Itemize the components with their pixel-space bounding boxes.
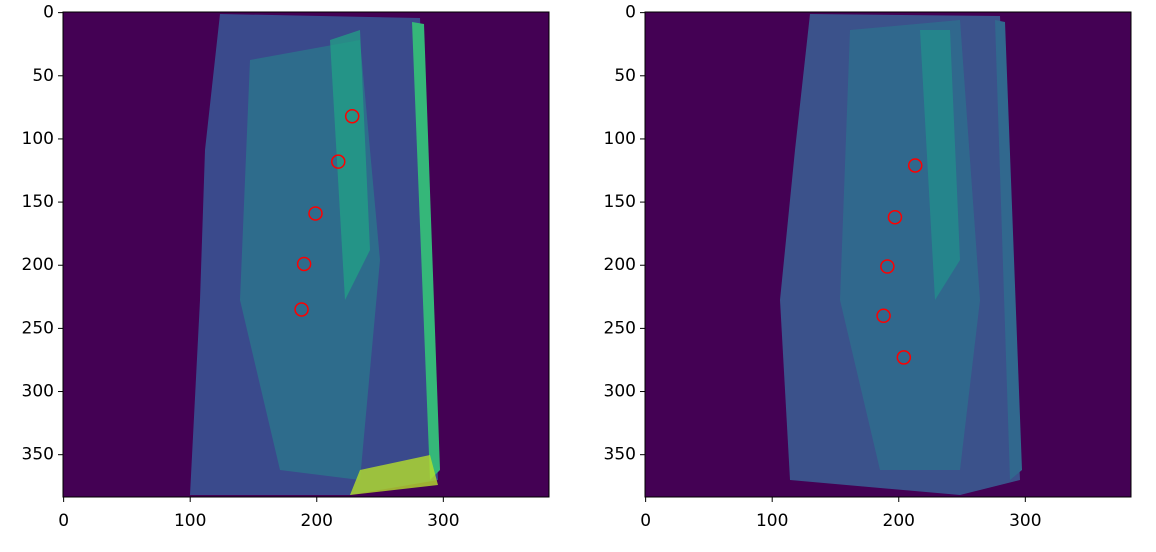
point xyxy=(296,256,312,272)
y-tick-label: 200 xyxy=(604,255,636,275)
x-tick-label: 100 xyxy=(756,511,788,531)
y-tick-label: 250 xyxy=(604,318,636,338)
axes-frame xyxy=(644,11,1132,498)
y-tick-label: 250 xyxy=(22,318,54,338)
y-tick-label: 300 xyxy=(22,382,54,402)
y-tick-label: 50 xyxy=(614,66,636,86)
x-tick-label: 100 xyxy=(174,511,206,531)
point xyxy=(308,206,323,221)
y-tick-label: 350 xyxy=(22,445,54,465)
x-tick-label: 300 xyxy=(1009,511,1041,531)
point xyxy=(896,350,912,365)
x-tick-label: 0 xyxy=(640,511,651,531)
y-tick-label: 0 xyxy=(625,3,636,23)
mri-image-right xyxy=(645,12,1131,497)
y-tick-label: 200 xyxy=(22,255,54,275)
y-tick-label: 300 xyxy=(604,382,636,402)
point xyxy=(294,302,309,317)
x-tick-label: 300 xyxy=(427,511,459,531)
mri-image-left xyxy=(63,12,549,497)
y-tick-label: 100 xyxy=(604,129,636,149)
axes-frame xyxy=(62,11,550,498)
x-tick-label: 200 xyxy=(883,511,915,531)
y-tick-label: 150 xyxy=(22,192,54,212)
point xyxy=(331,154,346,169)
y-tick-label: 0 xyxy=(43,3,54,23)
y-tick-label: 50 xyxy=(32,66,54,86)
y-tick-label: 100 xyxy=(22,129,54,149)
point xyxy=(880,259,895,274)
y-tick-label: 350 xyxy=(604,445,636,465)
point xyxy=(876,308,891,324)
x-tick-label: 0 xyxy=(58,511,69,531)
point xyxy=(887,209,903,225)
x-tick-label: 200 xyxy=(301,511,333,531)
y-tick-label: 150 xyxy=(604,192,636,212)
point xyxy=(344,108,360,124)
point xyxy=(907,158,923,173)
